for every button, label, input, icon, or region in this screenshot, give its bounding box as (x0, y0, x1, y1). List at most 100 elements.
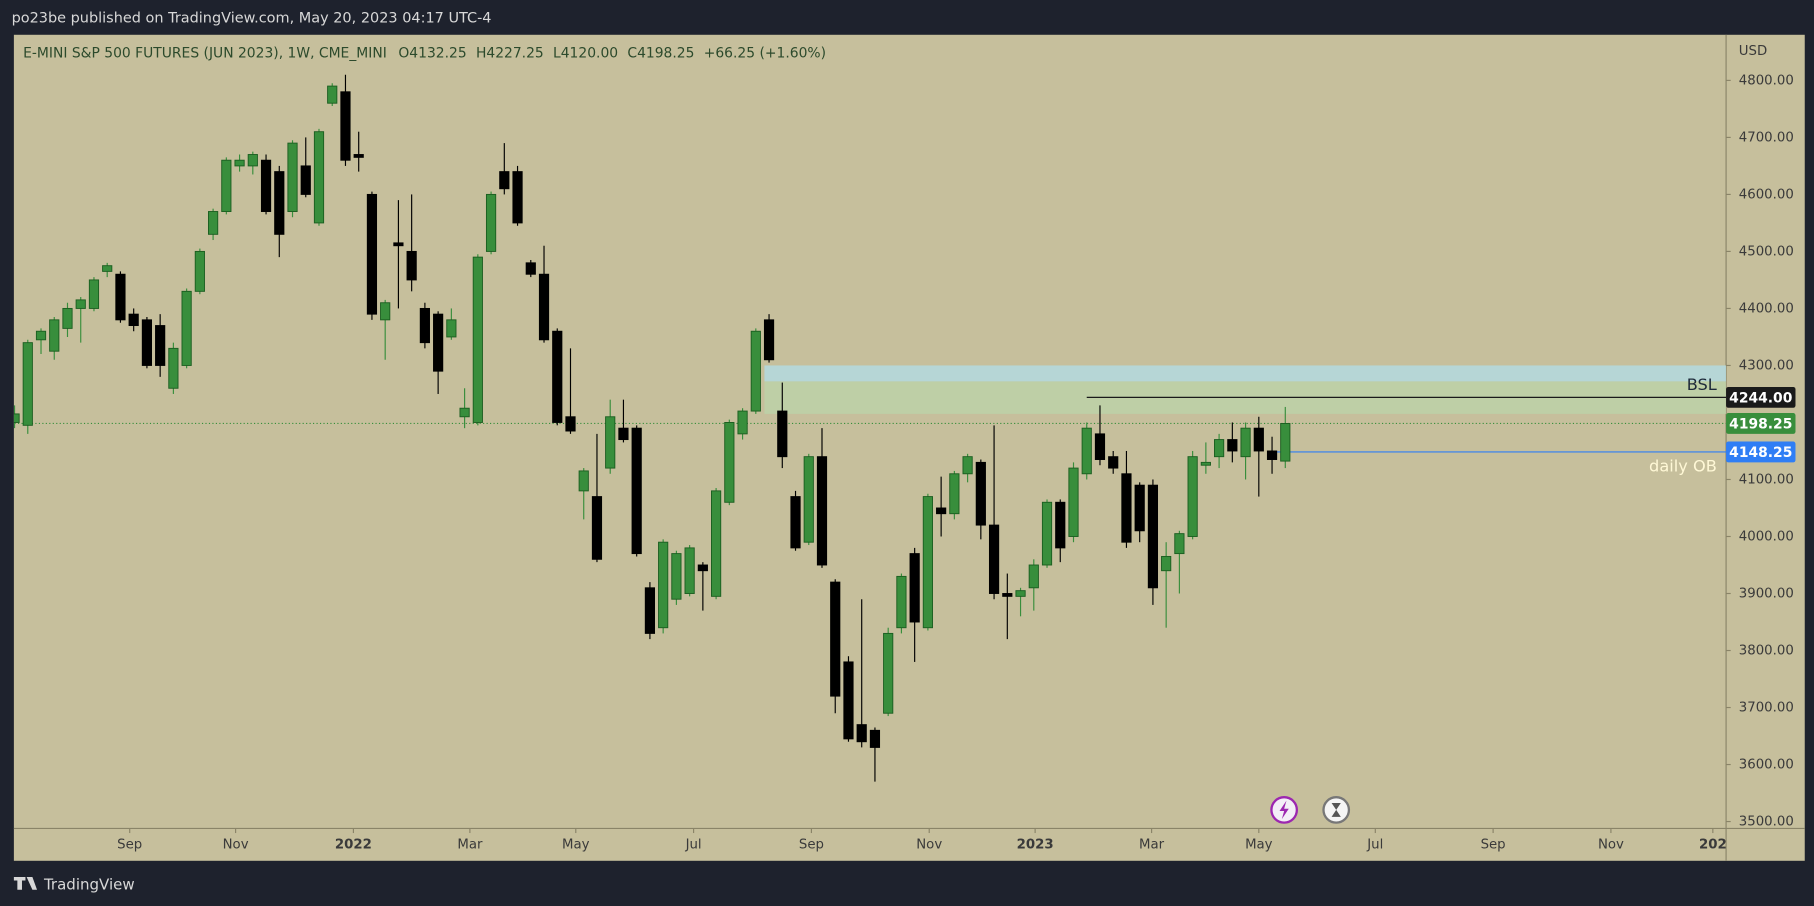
candle-body (856, 724, 867, 743)
candle-body (433, 313, 444, 372)
candle-body (1227, 439, 1238, 452)
candle-body (49, 319, 60, 352)
candle-body (221, 159, 232, 212)
plot-background (13, 34, 1805, 861)
candle-body (1161, 555, 1172, 572)
annotation: BSL (1687, 375, 1717, 394)
legend-high: H4227.25 (476, 45, 544, 61)
y-tick-label: 3900.00 (1739, 587, 1794, 602)
candle-body (168, 347, 179, 389)
y-tick-label: 4000.00 (1739, 529, 1794, 544)
candle-body (525, 262, 536, 275)
candle-body (1200, 461, 1211, 466)
candle-body (234, 159, 245, 167)
candle-body (777, 410, 788, 458)
y-tick-label: 4500.00 (1739, 244, 1794, 259)
candle-body (419, 307, 430, 344)
candle-body (353, 154, 364, 158)
candle-body (909, 553, 920, 623)
candle-body (393, 242, 404, 247)
candle-body (155, 325, 166, 366)
candle-body (88, 279, 100, 309)
price-tag-label: 4244.00 (1729, 391, 1792, 407)
x-tick-label: Mar (457, 838, 483, 853)
candle-body (803, 456, 814, 543)
candle-body (327, 85, 338, 104)
legend: E-MINI S&P 500 FUTURES (JUN 2023), 1W, C… (23, 45, 826, 61)
candle-body (1174, 533, 1185, 555)
candle-body (1240, 427, 1251, 458)
candle-body (605, 416, 616, 469)
candle-body (591, 496, 603, 560)
candle-body (1081, 427, 1092, 475)
y-tick-label: 3800.00 (1739, 644, 1794, 659)
price-tag-label: 4198.25 (1729, 417, 1792, 433)
candle-body (274, 171, 285, 235)
x-tick-label: 2023 (1017, 838, 1054, 853)
candle-body (22, 342, 33, 426)
legend-low: L4120.00 (553, 45, 618, 61)
candle-body (340, 91, 351, 161)
publisher: po23be published on TradingView.com, May… (12, 11, 492, 27)
candle-body (618, 427, 629, 441)
candle-body (988, 524, 1000, 594)
candle-body (1002, 593, 1013, 597)
candle-body (697, 564, 708, 572)
candle-body (538, 273, 550, 341)
candle-body (1041, 501, 1053, 566)
candle-body (1134, 484, 1145, 532)
candle-body (194, 250, 205, 292)
candle-body (75, 299, 86, 309)
icons (1270, 796, 1351, 824)
candle-body (1121, 473, 1132, 543)
candle-body (684, 547, 695, 594)
candle-body (1028, 564, 1039, 589)
candle-body (830, 581, 841, 697)
price-tag (1726, 441, 1796, 463)
candle-body (975, 461, 986, 526)
candle-body (406, 250, 417, 281)
candle-body (578, 470, 589, 492)
y-tick-label: 3700.00 (1739, 701, 1794, 716)
candle-body (816, 456, 828, 566)
candle-body (141, 319, 153, 366)
candle-body (128, 313, 139, 327)
candle-body (869, 729, 881, 748)
x-tick-label: Nov (916, 838, 942, 853)
x-tick-label: May (1245, 838, 1273, 853)
candle-body (763, 319, 775, 361)
candle-body (485, 193, 497, 252)
candle-body (724, 422, 735, 503)
x-tick-label: 202 (1699, 838, 1727, 853)
candle-body (102, 265, 113, 272)
candle-body (380, 302, 391, 321)
candle-body (1068, 467, 1079, 537)
plot (13, 74, 1727, 782)
candle-body (472, 256, 483, 423)
candle-body (1094, 433, 1106, 460)
candle-body (565, 416, 576, 432)
x-tick-label: Mar (1139, 838, 1165, 853)
candle-body (790, 496, 801, 549)
candle-body (1147, 484, 1159, 589)
candle-body (962, 456, 973, 475)
candle-body (671, 553, 682, 600)
candle-body (366, 193, 378, 315)
x-tick-label: Jul (1366, 838, 1383, 853)
brand-logo (13, 876, 38, 890)
candle-body (208, 211, 219, 235)
candle-body (1253, 427, 1264, 452)
x-tick-label: Sep (799, 838, 824, 853)
candle-body (287, 142, 298, 212)
x-tick-label: Sep (117, 838, 142, 853)
candle-body (512, 171, 523, 224)
session-icon[interactable] (1322, 796, 1351, 824)
legend-change: +66.25 (+1.60%) (704, 45, 826, 61)
candle-body (1108, 456, 1119, 469)
candle-body (181, 290, 192, 366)
y-tick-label: 3600.00 (1739, 758, 1794, 773)
candle-body (247, 154, 258, 167)
candle-body (883, 632, 894, 714)
candle-body (499, 171, 510, 190)
